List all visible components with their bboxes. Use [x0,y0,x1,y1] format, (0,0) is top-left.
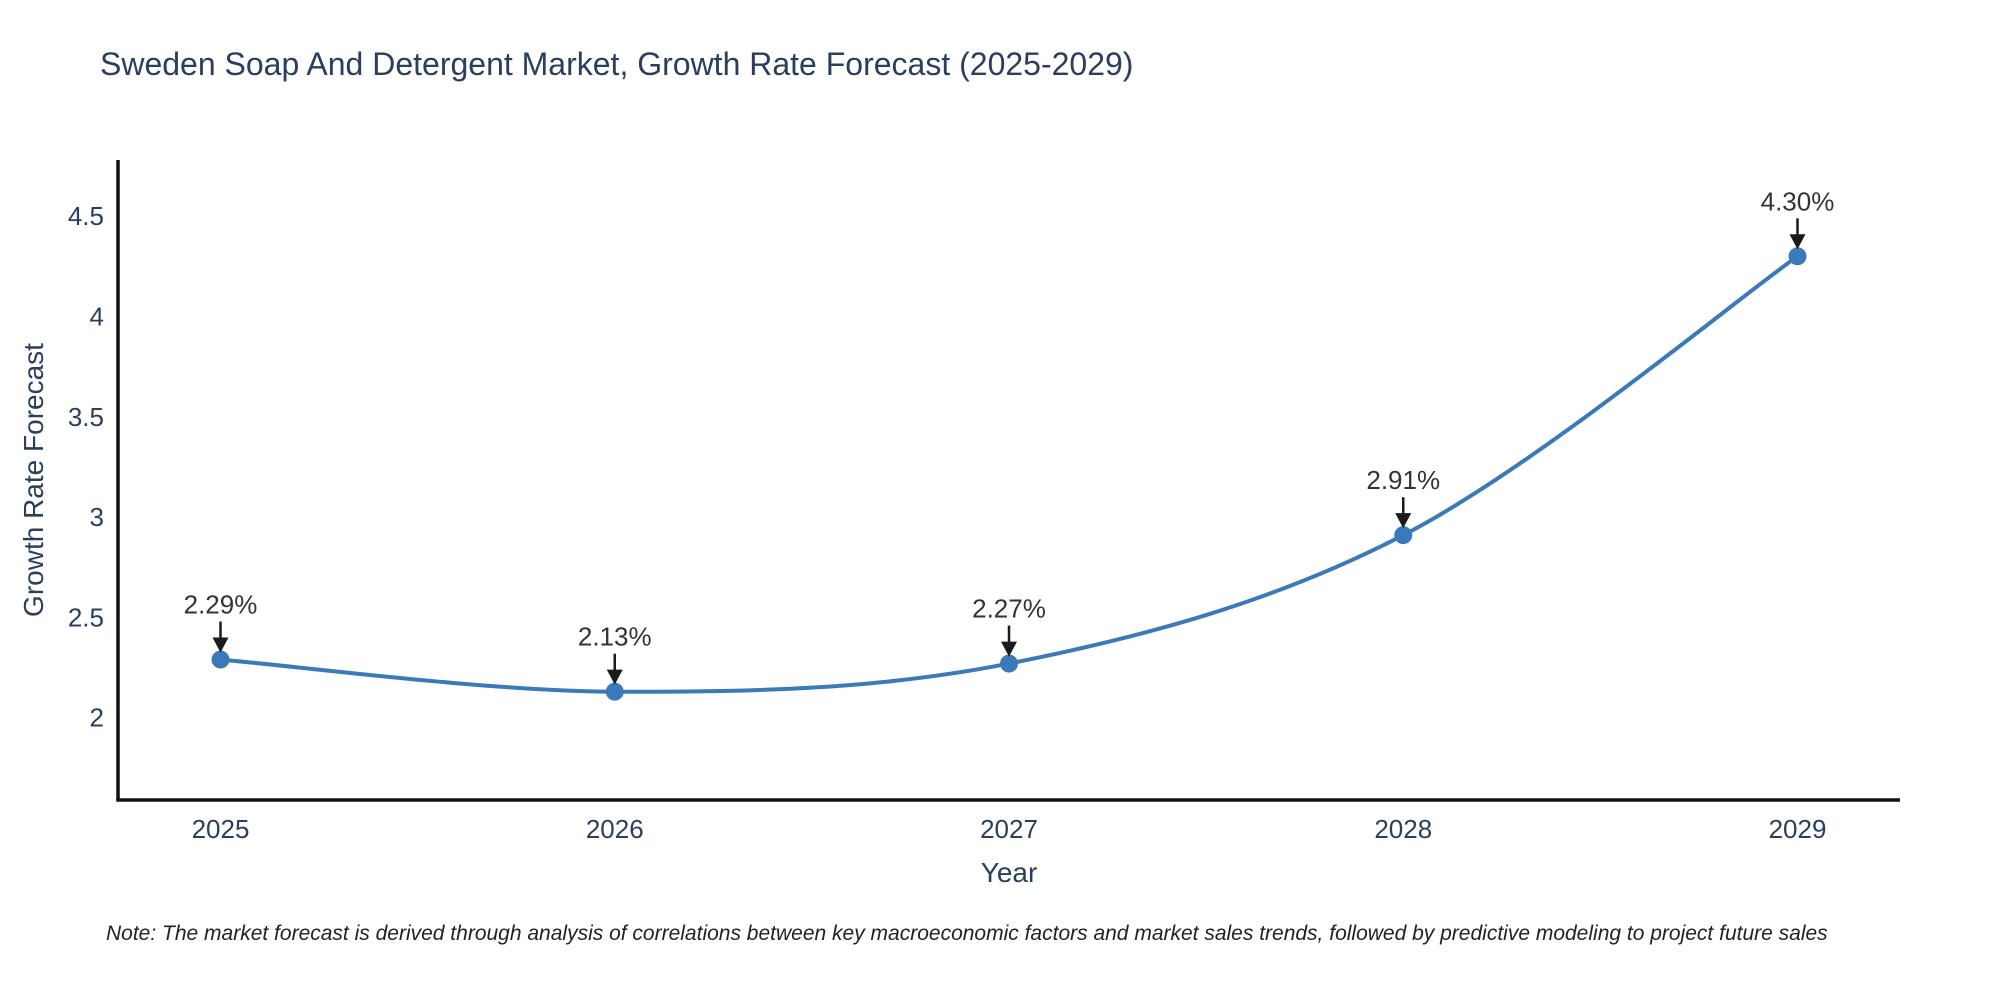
data-point-label: 4.30% [1761,186,1835,216]
data-point-2028[interactable] [1394,526,1413,545]
chart-title: Sweden Soap And Detergent Market, Growth… [100,46,1134,82]
x-tick-label: 2026 [586,814,644,844]
y-tick-label: 3 [90,502,104,532]
x-tick-label: 2029 [1769,814,1827,844]
x-tick-label: 2028 [1374,814,1432,844]
y-tick-label: 2 [90,703,104,733]
y-tick-label: 4 [90,301,104,331]
data-point-label: 2.29% [184,590,258,620]
annotation-arrowhead-icon [212,637,229,653]
data-point-2026[interactable] [605,682,624,701]
data-point-label: 2.13% [578,622,652,652]
annotation-arrowhead-icon [1789,234,1806,250]
data-point-label: 2.91% [1366,465,1440,495]
data-point-label: 2.27% [972,594,1046,624]
y-tick-label: 4.5 [68,201,104,231]
y-tick-label: 2.5 [68,602,104,632]
x-tick-label: 2025 [192,814,250,844]
annotation-arrowhead-icon [1001,641,1017,657]
data-point-2027[interactable] [1000,654,1018,673]
footnote: Note: The market forecast is derived thr… [106,922,1828,945]
data-point-2029[interactable] [1788,247,1807,266]
forecast-line [218,254,1800,694]
x-tick-label: 2027 [980,814,1038,844]
annotation-arrowhead-icon [606,669,623,685]
x-axis-title: Year [980,857,1038,888]
annotation-arrowhead-icon [1395,513,1412,529]
y-tick-label: 3.5 [68,402,104,432]
data-point-2025[interactable] [211,650,230,669]
